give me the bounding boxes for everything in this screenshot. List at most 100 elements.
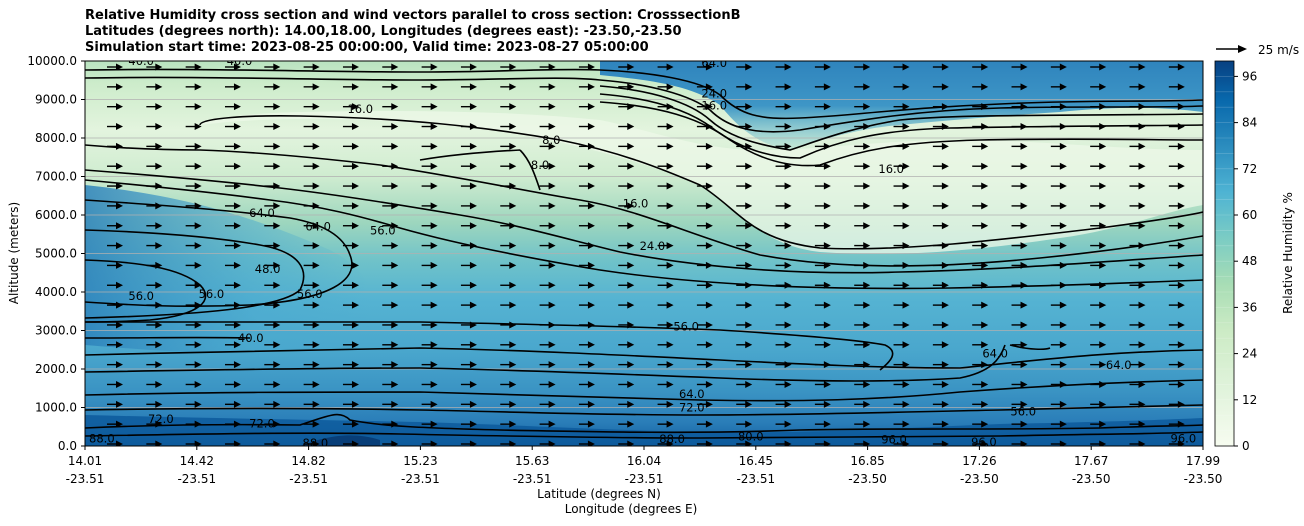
wind-vector xyxy=(1090,361,1107,369)
wind-vector xyxy=(775,281,792,289)
wind-vector xyxy=(460,103,477,111)
x-tick-lon: -23.50 xyxy=(1184,472,1223,486)
wind-vector xyxy=(736,400,753,408)
wind-vector xyxy=(303,281,320,289)
wind-vector xyxy=(775,103,792,111)
wind-vector xyxy=(500,222,517,230)
wind-vector xyxy=(1090,222,1107,230)
wind-vector xyxy=(500,361,517,369)
wind-vector xyxy=(854,301,871,309)
x-tick-lon: -23.50 xyxy=(848,472,887,486)
wind-vector xyxy=(1168,123,1185,131)
wind-vector xyxy=(854,261,871,269)
wind-vector xyxy=(657,202,674,210)
wind-vector xyxy=(1011,103,1028,111)
wind-vector xyxy=(814,361,831,369)
wind-vector xyxy=(972,222,989,230)
wind-vector xyxy=(1090,341,1107,349)
contour-label: 72.0 xyxy=(148,412,174,426)
wind-vector xyxy=(185,182,202,190)
wind-vector xyxy=(224,321,241,329)
contour-labels: 8.08.016.0 16.016.016.024.024.064.064.064… xyxy=(89,54,1196,446)
wind-vector xyxy=(775,380,792,388)
contour-label: 88.0 xyxy=(659,432,685,446)
colorbar-tick-label: 24 xyxy=(1242,347,1257,361)
wind-vector xyxy=(893,162,910,170)
wind-vector xyxy=(618,182,635,190)
wind-vector xyxy=(696,242,713,250)
wind-vector xyxy=(421,142,438,150)
wind-vector xyxy=(185,400,202,408)
wind-vector xyxy=(618,202,635,210)
wind-vector xyxy=(264,142,281,150)
x-tick-lat: 17.26 xyxy=(962,454,996,468)
wind-vector xyxy=(893,63,910,71)
wind-vector xyxy=(146,63,163,71)
wind-vector xyxy=(224,400,241,408)
contour-label: 48.0 xyxy=(255,262,281,276)
wind-vector xyxy=(421,182,438,190)
wind-vector xyxy=(185,261,202,269)
wind-vector xyxy=(460,261,477,269)
wind-vector xyxy=(1050,202,1067,210)
wind-vector xyxy=(932,341,949,349)
wind-vector xyxy=(382,341,399,349)
wind-vector xyxy=(775,321,792,329)
quiver-key-label: 25 m/s xyxy=(1258,43,1299,57)
wind-vector xyxy=(972,182,989,190)
y-tick-label: 0.0 xyxy=(58,439,77,453)
wind-vector xyxy=(578,380,595,388)
wind-vector xyxy=(107,162,123,170)
wind-vector xyxy=(382,380,399,388)
wind-vector xyxy=(932,83,949,91)
wind-vector xyxy=(972,420,989,428)
wind-vector xyxy=(736,142,753,150)
wind-vector xyxy=(421,242,438,250)
wind-vector xyxy=(421,440,438,446)
wind-vector xyxy=(932,142,949,150)
wind-vector xyxy=(972,202,989,210)
wind-vector xyxy=(696,162,713,170)
wind-vector xyxy=(972,123,989,131)
wind-vector xyxy=(854,321,871,329)
wind-vector xyxy=(1050,63,1067,71)
colorbar-levels xyxy=(1215,76,1234,431)
wind-vector xyxy=(146,261,163,269)
contour-label: 40.0 xyxy=(128,54,154,68)
wind-vector xyxy=(618,63,635,71)
wind-vector xyxy=(303,261,320,269)
wind-vector xyxy=(460,341,477,349)
contour-label: 16.0 xyxy=(701,98,727,112)
wind-vector xyxy=(1129,182,1146,190)
contour-label: 56.0 xyxy=(199,287,225,301)
wind-vector xyxy=(146,83,163,91)
wind-vector xyxy=(185,202,202,210)
wind-vector xyxy=(814,321,831,329)
wind-vector xyxy=(224,440,241,446)
wind-vector xyxy=(657,261,674,269)
wind-vector xyxy=(539,341,556,349)
wind-vector xyxy=(303,182,320,190)
contour-label: 64.0 xyxy=(701,56,727,70)
wind-vector xyxy=(696,63,713,71)
wind-vector xyxy=(657,420,674,428)
wind-vector xyxy=(1129,400,1146,408)
wind-vector xyxy=(1011,281,1028,289)
wind-vector xyxy=(814,420,831,428)
wind-vector xyxy=(1050,321,1067,329)
wind-vector xyxy=(854,361,871,369)
wind-vector xyxy=(1168,63,1185,71)
colorbar xyxy=(1215,61,1234,446)
wind-vector xyxy=(500,321,517,329)
wind-vector xyxy=(893,261,910,269)
x-tick-lon: -23.51 xyxy=(177,472,216,486)
wind-vector xyxy=(460,123,477,131)
contour-line xyxy=(85,68,1203,120)
wind-vector xyxy=(224,123,241,131)
y-tick-label: 3000.0 xyxy=(35,324,77,338)
wind-vector xyxy=(500,63,517,71)
wind-vector xyxy=(1090,440,1107,446)
wind-vector xyxy=(107,83,123,91)
wind-vector xyxy=(657,63,674,71)
wind-vector xyxy=(893,123,910,131)
